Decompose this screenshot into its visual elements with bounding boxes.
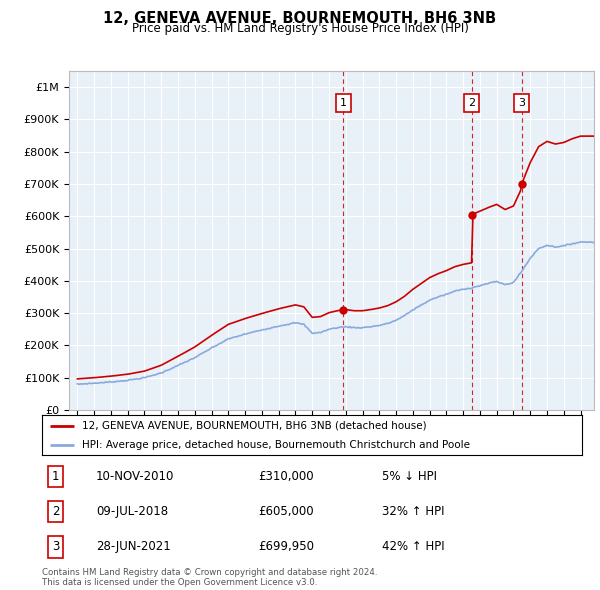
Text: 12, GENEVA AVENUE, BOURNEMOUTH, BH6 3NB (detached house): 12, GENEVA AVENUE, BOURNEMOUTH, BH6 3NB … bbox=[83, 421, 427, 431]
Text: £605,000: £605,000 bbox=[258, 505, 314, 519]
Text: £699,950: £699,950 bbox=[258, 540, 314, 553]
Text: 12, GENEVA AVENUE, BOURNEMOUTH, BH6 3NB: 12, GENEVA AVENUE, BOURNEMOUTH, BH6 3NB bbox=[103, 11, 497, 25]
Text: 3: 3 bbox=[518, 98, 525, 108]
Text: 2: 2 bbox=[52, 505, 59, 519]
Text: 10-NOV-2010: 10-NOV-2010 bbox=[96, 470, 175, 483]
Text: 3: 3 bbox=[52, 540, 59, 553]
Text: 1: 1 bbox=[340, 98, 347, 108]
Text: 28-JUN-2021: 28-JUN-2021 bbox=[96, 540, 171, 553]
Text: Price paid vs. HM Land Registry's House Price Index (HPI): Price paid vs. HM Land Registry's House … bbox=[131, 22, 469, 35]
Text: 42% ↑ HPI: 42% ↑ HPI bbox=[382, 540, 445, 553]
Text: 32% ↑ HPI: 32% ↑ HPI bbox=[382, 505, 445, 519]
Text: 2: 2 bbox=[469, 98, 475, 108]
Text: 09-JUL-2018: 09-JUL-2018 bbox=[96, 505, 168, 519]
Text: 1: 1 bbox=[52, 470, 59, 483]
Text: £310,000: £310,000 bbox=[258, 470, 314, 483]
Text: Contains HM Land Registry data © Crown copyright and database right 2024.
This d: Contains HM Land Registry data © Crown c… bbox=[42, 568, 377, 587]
Text: HPI: Average price, detached house, Bournemouth Christchurch and Poole: HPI: Average price, detached house, Bour… bbox=[83, 440, 470, 450]
Text: 5% ↓ HPI: 5% ↓ HPI bbox=[382, 470, 437, 483]
